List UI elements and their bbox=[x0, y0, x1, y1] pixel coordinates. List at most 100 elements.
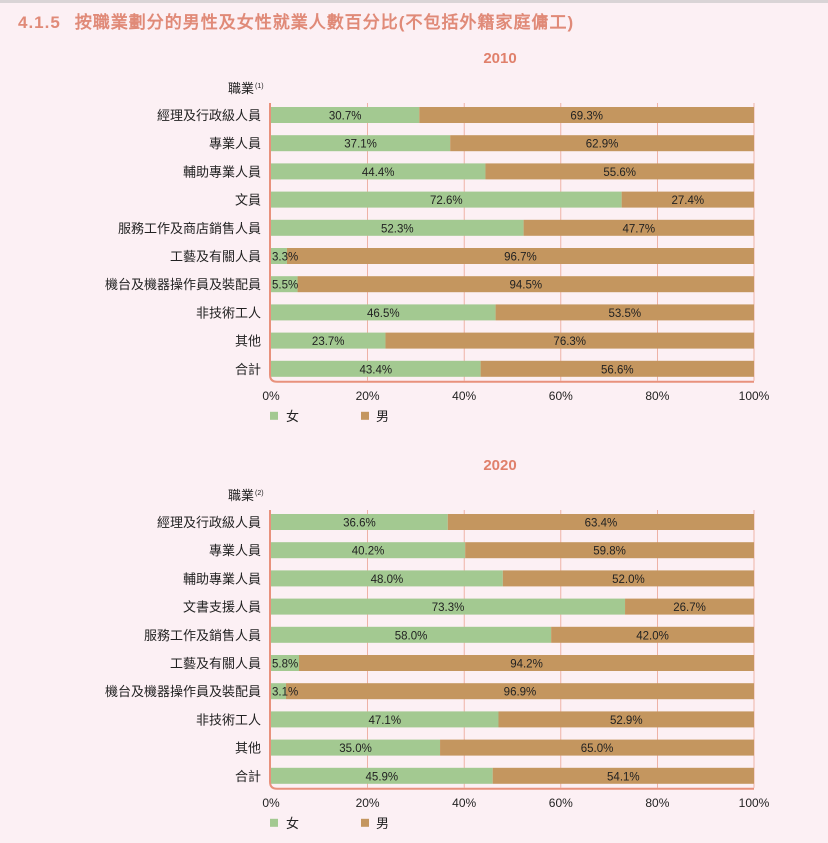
y-axis-label-note: (2) bbox=[255, 490, 264, 497]
data-label-male: 63.4% bbox=[585, 518, 618, 530]
x-tick-label: 20% bbox=[356, 796, 380, 810]
category-label: 文員 bbox=[235, 193, 261, 208]
x-tick-label: 0% bbox=[262, 389, 280, 403]
category-label: 合計 bbox=[235, 362, 261, 377]
bar-male bbox=[465, 542, 754, 559]
category-label: 專業人員 bbox=[209, 543, 261, 558]
x-tick-label: 20% bbox=[356, 389, 380, 403]
data-label-male: 76.3% bbox=[553, 336, 586, 348]
data-label-male: 42.0% bbox=[636, 630, 669, 642]
y-axis-label: 職業 bbox=[228, 488, 254, 503]
bar-male bbox=[450, 135, 754, 152]
legend-swatch-female bbox=[270, 818, 278, 827]
bar-male bbox=[440, 739, 754, 756]
bar-male bbox=[495, 304, 754, 321]
bar-female bbox=[271, 542, 466, 559]
bar-female bbox=[271, 739, 441, 756]
bar-male bbox=[286, 248, 754, 264]
category-label: 其他 bbox=[235, 741, 261, 756]
x-tick-label: 40% bbox=[452, 389, 476, 403]
data-label-male: 27.4% bbox=[672, 195, 705, 207]
legend-swatch-female bbox=[270, 411, 278, 420]
data-label-female: 44.4% bbox=[362, 167, 395, 179]
x-tick-label: 80% bbox=[645, 389, 669, 403]
data-label-female: 23.7% bbox=[312, 336, 345, 348]
data-label-female: 45.9% bbox=[366, 771, 399, 783]
category-label: 文書支援人員 bbox=[183, 600, 261, 615]
legend-swatch-male bbox=[361, 411, 369, 420]
bar-female bbox=[271, 711, 499, 728]
data-label-male: 54.1% bbox=[607, 771, 640, 783]
bar-female bbox=[271, 598, 626, 615]
category-label: 輔助專業人員 bbox=[183, 571, 261, 586]
bar-male bbox=[523, 219, 754, 236]
data-label-male: 94.2% bbox=[510, 659, 543, 671]
data-label-male: 52.9% bbox=[610, 715, 643, 727]
bar-male bbox=[498, 711, 754, 728]
category-label: 專業人員 bbox=[209, 136, 261, 151]
bar-female bbox=[271, 360, 481, 377]
bar-male bbox=[485, 163, 754, 180]
data-label-female: 37.1% bbox=[344, 139, 377, 151]
data-label-female: 35.0% bbox=[339, 743, 372, 755]
data-label-male: 59.8% bbox=[593, 546, 626, 558]
data-label-male: 65.0% bbox=[581, 743, 614, 755]
bar-female bbox=[271, 219, 524, 236]
y-axis-label-note: (1) bbox=[255, 83, 264, 90]
bar-female bbox=[271, 107, 420, 123]
title-text: 按職業劃分的男性及女性就業人數百分比(不包括外籍家庭傭工) bbox=[74, 13, 575, 32]
bar-female bbox=[271, 191, 622, 208]
x-tick-label: 80% bbox=[645, 796, 669, 810]
x-tick-label: 100% bbox=[739, 389, 770, 403]
data-label-female: 43.4% bbox=[360, 364, 393, 376]
bar-male bbox=[285, 683, 754, 700]
x-tick-label: 60% bbox=[549, 796, 573, 810]
legend-label-male: 男 bbox=[376, 816, 389, 831]
axis-frame bbox=[269, 103, 754, 383]
chart-title: 2020 bbox=[483, 457, 516, 474]
bar-male bbox=[419, 107, 754, 123]
category-label: 工藝及有關人員 bbox=[170, 656, 261, 671]
data-label-female: 46.5% bbox=[367, 308, 400, 320]
data-label-male: 52.0% bbox=[612, 574, 645, 586]
bar-female bbox=[271, 655, 300, 671]
legend-swatch-male bbox=[361, 818, 369, 827]
data-label-female: 3.1% bbox=[272, 687, 298, 699]
category-label: 服務工作及商店銷售人員 bbox=[118, 221, 261, 236]
bar-male bbox=[625, 598, 754, 615]
category-label: 非技術工人 bbox=[196, 305, 261, 320]
category-label: 輔助專業人員 bbox=[183, 164, 261, 179]
x-tick-label: 100% bbox=[739, 796, 770, 810]
top-border bbox=[0, 0, 828, 3]
category-label: 非技術工人 bbox=[196, 712, 261, 727]
bar-female bbox=[271, 570, 503, 587]
bar-male bbox=[297, 276, 754, 293]
data-label-male: 69.3% bbox=[570, 111, 603, 123]
bar-male bbox=[492, 767, 754, 784]
bar-male bbox=[299, 655, 754, 671]
y-axis-label: 職業 bbox=[228, 81, 254, 96]
data-label-female: 58.0% bbox=[395, 630, 428, 642]
axis-frame bbox=[269, 510, 754, 790]
data-label-female: 52.3% bbox=[381, 223, 414, 235]
bar-female bbox=[271, 304, 496, 321]
category-label: 其他 bbox=[235, 334, 261, 349]
bar-female bbox=[271, 514, 448, 530]
data-label-female: 36.6% bbox=[343, 518, 376, 530]
data-label-female: 5.8% bbox=[272, 659, 298, 671]
data-label-female: 72.6% bbox=[430, 195, 463, 207]
data-label-female: 73.3% bbox=[432, 602, 465, 614]
bar-female bbox=[271, 626, 552, 643]
chart-title: 2010 bbox=[483, 50, 516, 67]
x-tick-label: 40% bbox=[452, 796, 476, 810]
data-label-male: 96.7% bbox=[504, 252, 537, 264]
bar-female bbox=[271, 767, 493, 784]
data-label-male: 94.5% bbox=[509, 280, 542, 292]
x-tick-label: 60% bbox=[549, 389, 573, 403]
data-label-male: 56.6% bbox=[601, 364, 634, 376]
page-title: 4.1.5 按職業劃分的男性及女性就業人數百分比(不包括外籍家庭傭工) bbox=[18, 8, 574, 33]
data-label-male: 47.7% bbox=[622, 223, 655, 235]
category-label: 合計 bbox=[235, 769, 261, 784]
bar-male bbox=[480, 360, 754, 377]
